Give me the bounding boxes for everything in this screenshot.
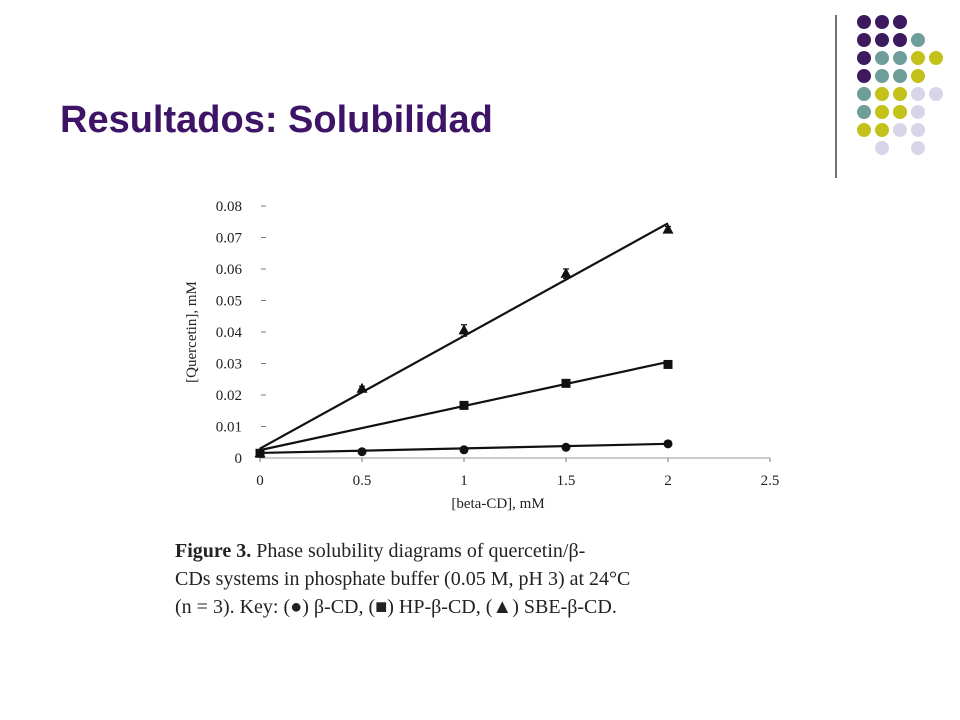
y-tick-label: 0 xyxy=(235,451,243,467)
x-tick-label: 0 xyxy=(256,473,264,489)
y-tick-label: 0.02 xyxy=(216,388,242,404)
y-tick-label: 0.05 xyxy=(216,294,242,310)
point xyxy=(561,378,571,388)
caption-line: (n = 3). Key: (●) β-CD, (■) HP-β-CD, (▲)… xyxy=(175,596,617,618)
point xyxy=(561,442,571,452)
point xyxy=(560,267,572,278)
x-axis-label: [beta-CD], mM xyxy=(451,496,544,512)
point xyxy=(458,324,470,335)
y-tick-label: 0.06 xyxy=(216,262,243,278)
caption-line: Phase solubility diagrams of quercetin/β… xyxy=(251,540,585,562)
chart: 0 0.01 0.02 0.03 0.04 0.05 0.06 0.07 0.08 0 0.5 1 1.… xyxy=(184,199,779,512)
point xyxy=(663,359,673,369)
point xyxy=(662,223,674,234)
point xyxy=(356,382,368,393)
decoration xyxy=(835,15,943,178)
x-tick-label: 2 xyxy=(664,473,672,489)
slide-title: Resultados: Solubilidad xyxy=(60,99,493,141)
y-axis-label: [Quercetin], mM xyxy=(184,281,200,383)
y-tick-label: 0.03 xyxy=(216,357,242,373)
point xyxy=(459,400,469,410)
x-tick-label: 0.5 xyxy=(353,473,372,489)
point xyxy=(357,447,367,457)
caption-label: Figure 3. xyxy=(175,540,251,562)
caption: Figure 3. Phase solubility diagrams of q… xyxy=(175,540,585,562)
caption-line: CDs systems in phosphate buffer (0.05 M,… xyxy=(175,568,630,590)
y-tick-label: 0.04 xyxy=(216,325,243,341)
point xyxy=(254,447,266,458)
x-tick-label: 1 xyxy=(460,473,468,489)
dot-grid xyxy=(857,15,943,155)
point xyxy=(663,439,673,449)
point xyxy=(459,445,469,455)
y-tick-label: 0.07 xyxy=(216,231,243,247)
x-tick-label: 2.5 xyxy=(761,473,780,489)
y-tick-label: 0.01 xyxy=(216,420,242,436)
y-tick-label: 0.08 xyxy=(216,199,242,215)
x-tick-label: 1.5 xyxy=(557,473,576,489)
